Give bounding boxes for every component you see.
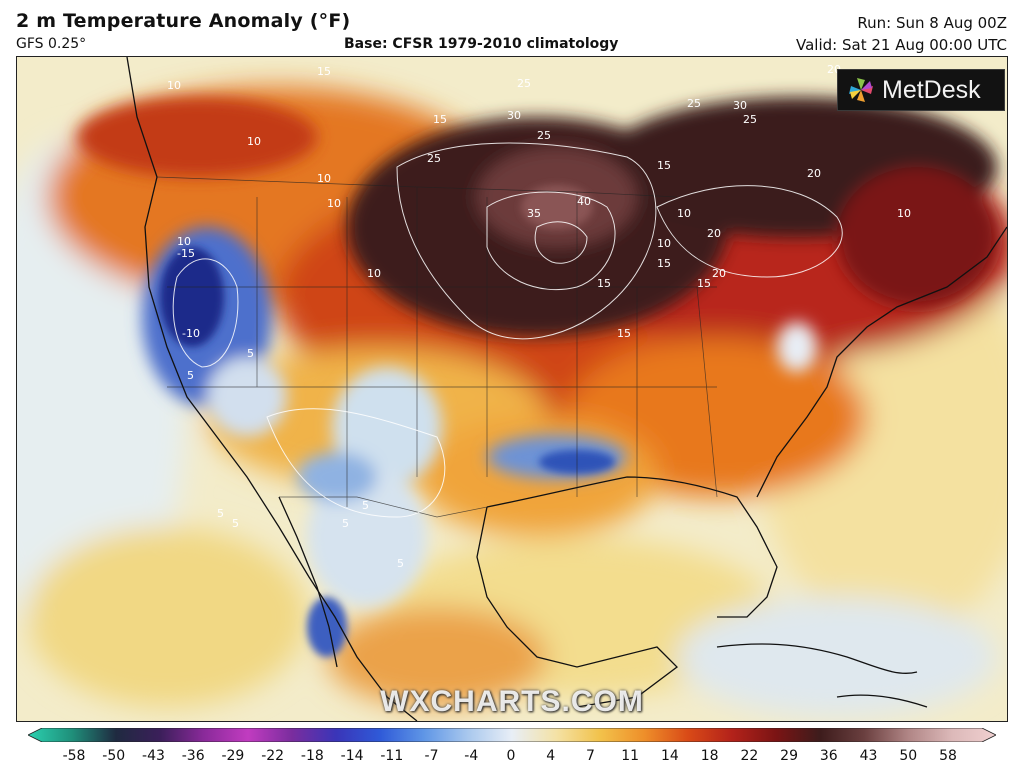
contour-lines [172, 142, 843, 518]
contour-value-label: 5 [397, 557, 404, 570]
colorbar-tick-labels: -58 -50 -43 -36 -29 -22 -18 -14 -11 -7 -4 0 4 7 11 14 18… [0, 748, 1024, 768]
colorbar-tick-label: -29 [221, 748, 245, 764]
contour-value-label: 10 [327, 197, 341, 210]
colorbar-tick-label: 36 [819, 748, 838, 764]
colorbar-tick-label: 7 [585, 748, 595, 764]
contour-value-label: 5 [342, 517, 349, 530]
colorbar-tick-label: 29 [780, 748, 798, 764]
contour-value-label: 30 [507, 109, 521, 122]
contour-value-label: 5 [217, 507, 224, 520]
contour-value-label: 15 [657, 257, 671, 270]
colorbar-tick-label: -36 [181, 748, 205, 764]
wxcharts-watermark: WXCHARTS.COM [380, 685, 644, 718]
contour-value-label: 10 [367, 267, 381, 280]
anomaly-map[interactable]: 10 10 10 10 10 10 15 15 15 25 30 25 25 30 25 20 25 35 40 20… [16, 56, 1008, 722]
colorbar [28, 728, 996, 742]
contour-value-label: 25 [517, 77, 531, 90]
contour-value-label: 5 [232, 517, 239, 530]
colorbar-tick-label: -58 [62, 748, 86, 764]
contour-value-label: 25 [537, 129, 551, 142]
colorbar-tick-label: -43 [142, 748, 165, 764]
colorbar-tick-label: 14 [660, 748, 679, 764]
contour-value-label: 10 [897, 207, 911, 220]
colorbar-tick-label: 58 [939, 748, 957, 764]
contour-value-label: 25 [427, 152, 441, 165]
colorbar-tick-label: -18 [300, 748, 324, 764]
contour-value-label: 15 [597, 277, 611, 290]
contour-value-label: 15 [317, 65, 331, 78]
contour-value-label: 20 [807, 167, 821, 180]
contour-value-label: 30 [733, 99, 747, 112]
colorbar-tick-label: -14 [340, 748, 364, 764]
colorbar-tick-label: 18 [700, 748, 719, 764]
contour-value-label: 40 [577, 195, 591, 208]
colorbar-tick-label: 50 [899, 748, 918, 764]
colorbar-tick-label: 11 [621, 748, 640, 764]
colorbar-tick-label: -50 [102, 748, 126, 764]
contour-value-label: 10 [317, 172, 331, 185]
contour-value-label: 10 [177, 235, 191, 248]
contour-value-label: 35 [527, 207, 541, 220]
header-title: 2 m Temperature Anomaly (°F) [16, 10, 351, 32]
contour-value-label: -15 [177, 247, 195, 260]
contour-value-label: 20 [707, 227, 721, 240]
contour-value-label: 15 [433, 113, 447, 126]
colorbar-tick-label: 4 [546, 748, 556, 764]
contour-value-label: 15 [697, 277, 711, 290]
contour-value-label: 25 [743, 113, 757, 126]
contour-value-label: 15 [657, 159, 671, 172]
contour-value-label: 10 [677, 207, 691, 220]
contour-value-label: -10 [182, 327, 200, 340]
metdesk-logo: MetDesk [837, 69, 1005, 111]
contour-value-label: 5 [247, 347, 254, 360]
valid-time-label: Valid: Sat 21 Aug 00:00 UTC [796, 36, 1007, 54]
colorbar-tick-label: -22 [261, 748, 285, 764]
metdesk-brand-name: MetDesk [882, 75, 981, 104]
colorbar-tick-label: 0 [506, 748, 516, 764]
colorbar-tick-label: -11 [380, 748, 404, 764]
colorbar-tick-label: 22 [740, 748, 759, 764]
coastline [126, 57, 1007, 721]
colorbar-tick-label: -4 [464, 748, 479, 764]
model-label: GFS 0.25° [16, 36, 87, 52]
base-climatology-label: Base: CFSR 1979-2010 climatology [344, 36, 619, 52]
contour-value-label: 20 [712, 267, 726, 280]
contour-value-label: 10 [657, 237, 671, 250]
contour-value-label: 10 [247, 135, 261, 148]
contour-value-label: 5 [187, 369, 194, 382]
contour-value-label: 10 [167, 79, 181, 92]
borders [156, 176, 718, 518]
colorbar-tick-label: -7 [424, 748, 439, 764]
metdesk-pinwheel-icon [849, 78, 873, 102]
contour-value-label: 25 [687, 97, 701, 110]
contour-value-label: 15 [617, 327, 631, 340]
run-time-label: Run: Sun 8 Aug 00Z [857, 14, 1007, 32]
contour-value-label: 5 [362, 499, 369, 512]
colorbar-tick-label: 43 [859, 748, 878, 764]
